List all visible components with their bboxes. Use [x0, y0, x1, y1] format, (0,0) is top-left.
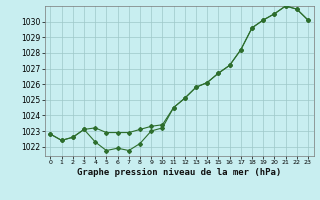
X-axis label: Graphe pression niveau de la mer (hPa): Graphe pression niveau de la mer (hPa): [77, 168, 281, 177]
